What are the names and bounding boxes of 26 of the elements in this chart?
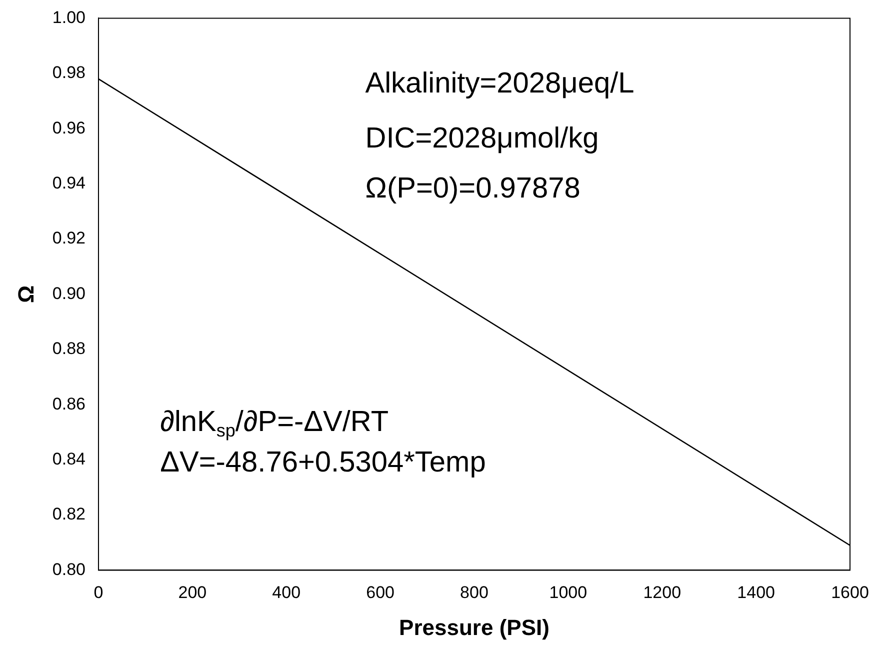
x-tick-label: 1000 (549, 583, 588, 602)
y-tick-label: 0.86 (52, 394, 86, 414)
y-axis-title: Ω (13, 285, 38, 304)
annotation: Ω(P=0)=0.97878 (365, 172, 580, 204)
y-tick-label: 0.96 (52, 118, 86, 138)
x-tick-label: 0 (94, 583, 104, 602)
y-tick-label: 1.00 (52, 8, 86, 27)
x-axis-title: Pressure (PSI) (399, 614, 550, 640)
x-tick-label: 1400 (737, 583, 775, 602)
y-tick-label: 0.84 (52, 449, 86, 468)
y-tick-label: 0.90 (52, 284, 86, 303)
y-tick-label: 0.98 (52, 63, 86, 82)
x-tick-label: 400 (272, 583, 301, 602)
y-tick-label: 0.88 (52, 339, 86, 358)
annotation: ΔV=-48.76+0.5304*Temp (160, 446, 486, 479)
y-tick-label: 0.92 (52, 228, 86, 248)
annotation: Alkalinity=2028μeq/L (365, 67, 634, 100)
x-tick-label: 200 (178, 583, 207, 602)
annotation: DIC=2028μmol/kg (365, 122, 599, 155)
y-tick-label: 0.82 (52, 504, 86, 524)
y-tick-label: 0.94 (52, 173, 86, 192)
x-tick-label: 600 (366, 583, 394, 602)
y-tick-label: 0.80 (52, 560, 86, 579)
x-tick-label: 800 (460, 583, 488, 602)
x-tick-label: 1600 (831, 583, 869, 602)
x-tick-label: 1200 (643, 583, 682, 602)
